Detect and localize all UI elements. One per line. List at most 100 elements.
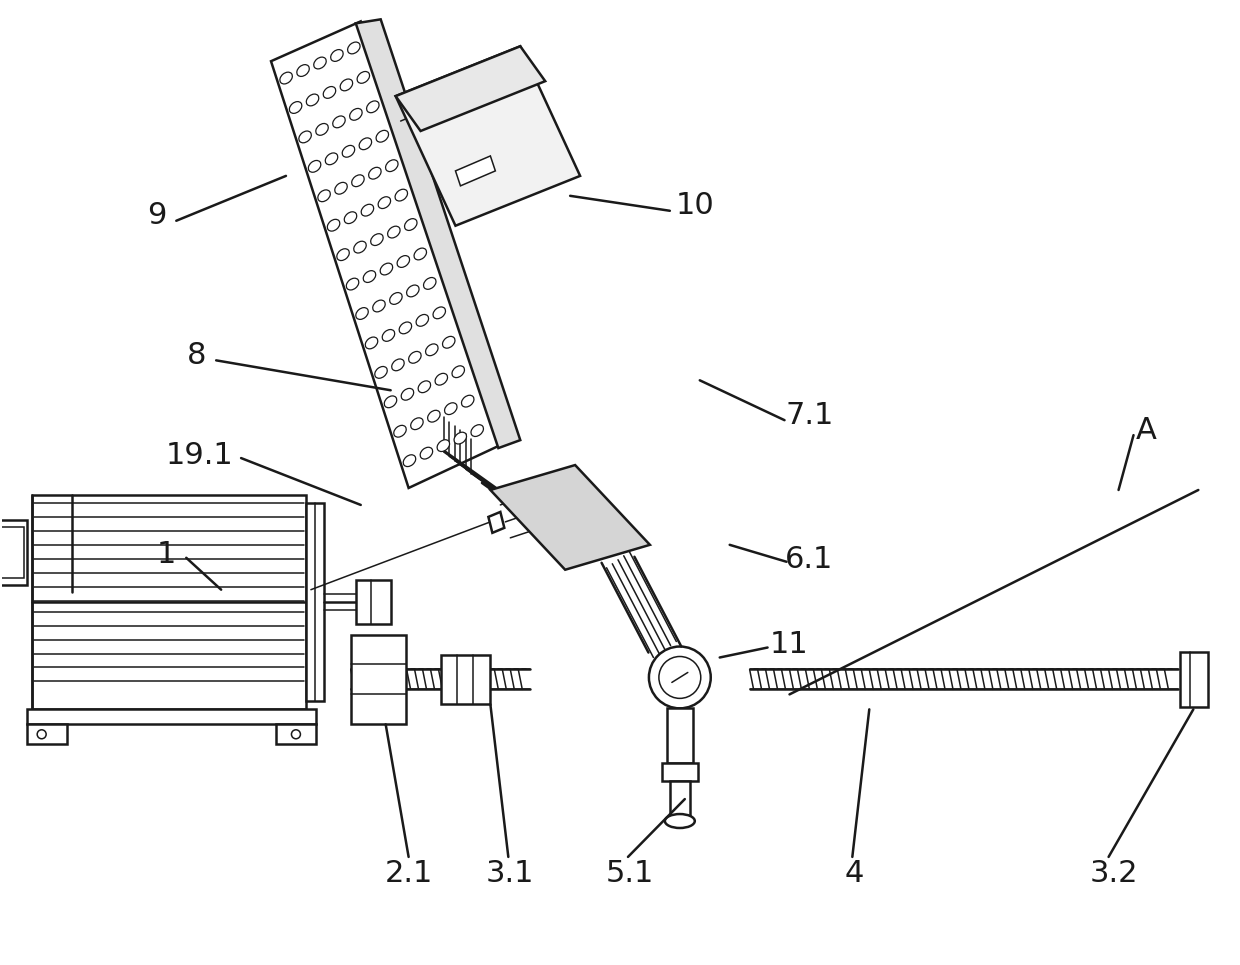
Ellipse shape bbox=[340, 79, 352, 91]
Ellipse shape bbox=[342, 146, 355, 157]
Ellipse shape bbox=[360, 138, 372, 150]
Polygon shape bbox=[0, 520, 27, 585]
Ellipse shape bbox=[402, 388, 414, 400]
Ellipse shape bbox=[425, 344, 438, 356]
Ellipse shape bbox=[316, 124, 329, 135]
Ellipse shape bbox=[410, 418, 423, 429]
Ellipse shape bbox=[280, 72, 293, 84]
Ellipse shape bbox=[350, 108, 362, 121]
Ellipse shape bbox=[658, 656, 701, 699]
Ellipse shape bbox=[394, 426, 407, 437]
Ellipse shape bbox=[443, 337, 455, 348]
Bar bbox=[306, 503, 324, 702]
Bar bbox=[440, 654, 490, 704]
Polygon shape bbox=[356, 19, 521, 448]
Ellipse shape bbox=[665, 814, 694, 828]
Ellipse shape bbox=[356, 308, 368, 319]
Ellipse shape bbox=[389, 292, 402, 304]
Ellipse shape bbox=[368, 167, 381, 179]
Ellipse shape bbox=[376, 130, 388, 142]
Bar bbox=[351, 635, 405, 725]
Ellipse shape bbox=[325, 152, 337, 165]
Ellipse shape bbox=[337, 249, 350, 261]
Ellipse shape bbox=[445, 402, 458, 415]
Bar bbox=[27, 725, 67, 744]
Ellipse shape bbox=[378, 197, 391, 208]
Text: 8: 8 bbox=[186, 341, 206, 370]
Ellipse shape bbox=[346, 278, 358, 289]
Ellipse shape bbox=[361, 205, 373, 216]
Text: 5.1: 5.1 bbox=[606, 860, 655, 889]
Ellipse shape bbox=[306, 94, 319, 106]
Ellipse shape bbox=[327, 219, 340, 231]
Bar bbox=[277, 725, 316, 744]
Ellipse shape bbox=[399, 322, 412, 334]
Polygon shape bbox=[396, 46, 580, 226]
Bar bbox=[662, 763, 698, 781]
Ellipse shape bbox=[438, 440, 450, 452]
Ellipse shape bbox=[384, 396, 397, 407]
Polygon shape bbox=[272, 21, 501, 488]
Text: 4: 4 bbox=[844, 860, 864, 889]
Ellipse shape bbox=[396, 189, 408, 201]
Text: 11: 11 bbox=[770, 630, 808, 659]
Ellipse shape bbox=[289, 101, 301, 113]
Ellipse shape bbox=[433, 307, 445, 318]
Ellipse shape bbox=[357, 71, 370, 83]
Bar bbox=[667, 708, 693, 763]
Ellipse shape bbox=[382, 329, 394, 342]
Ellipse shape bbox=[471, 425, 484, 436]
Text: 19.1: 19.1 bbox=[165, 441, 233, 470]
Ellipse shape bbox=[428, 410, 440, 422]
Polygon shape bbox=[396, 46, 546, 131]
Text: 3.2: 3.2 bbox=[1089, 860, 1138, 889]
Ellipse shape bbox=[381, 263, 393, 275]
Ellipse shape bbox=[335, 182, 347, 194]
Ellipse shape bbox=[424, 278, 436, 289]
Ellipse shape bbox=[409, 351, 422, 363]
Ellipse shape bbox=[363, 270, 376, 283]
Ellipse shape bbox=[435, 373, 448, 385]
Text: 7.1: 7.1 bbox=[785, 400, 833, 429]
Ellipse shape bbox=[37, 730, 46, 739]
Ellipse shape bbox=[453, 366, 465, 377]
Ellipse shape bbox=[345, 211, 357, 224]
Ellipse shape bbox=[373, 300, 386, 312]
Ellipse shape bbox=[353, 241, 366, 253]
Ellipse shape bbox=[397, 256, 409, 267]
Ellipse shape bbox=[324, 87, 336, 98]
Text: A: A bbox=[1136, 416, 1157, 445]
Ellipse shape bbox=[454, 432, 466, 444]
Text: 9: 9 bbox=[146, 202, 166, 231]
Ellipse shape bbox=[374, 367, 387, 378]
Text: 1: 1 bbox=[156, 540, 176, 569]
Ellipse shape bbox=[417, 315, 429, 326]
Ellipse shape bbox=[314, 57, 326, 69]
Ellipse shape bbox=[352, 175, 365, 186]
Ellipse shape bbox=[366, 337, 378, 348]
Text: 6.1: 6.1 bbox=[785, 545, 833, 574]
Bar bbox=[32, 495, 306, 709]
Ellipse shape bbox=[296, 65, 309, 76]
Bar bbox=[1180, 651, 1208, 707]
Bar bbox=[670, 781, 689, 821]
Ellipse shape bbox=[331, 49, 343, 62]
Ellipse shape bbox=[420, 447, 433, 459]
Ellipse shape bbox=[392, 359, 404, 371]
Bar bbox=[356, 580, 391, 623]
Polygon shape bbox=[490, 465, 650, 569]
Ellipse shape bbox=[386, 160, 398, 172]
Ellipse shape bbox=[404, 219, 417, 231]
Ellipse shape bbox=[299, 131, 311, 143]
Polygon shape bbox=[455, 156, 495, 186]
Ellipse shape bbox=[418, 381, 430, 393]
Text: 2.1: 2.1 bbox=[384, 860, 433, 889]
Polygon shape bbox=[0, 527, 24, 578]
Ellipse shape bbox=[407, 285, 419, 297]
Ellipse shape bbox=[291, 730, 300, 739]
Ellipse shape bbox=[414, 248, 427, 260]
Text: 3.1: 3.1 bbox=[486, 860, 534, 889]
Ellipse shape bbox=[347, 42, 360, 54]
Ellipse shape bbox=[371, 234, 383, 245]
Text: 10: 10 bbox=[676, 191, 714, 220]
